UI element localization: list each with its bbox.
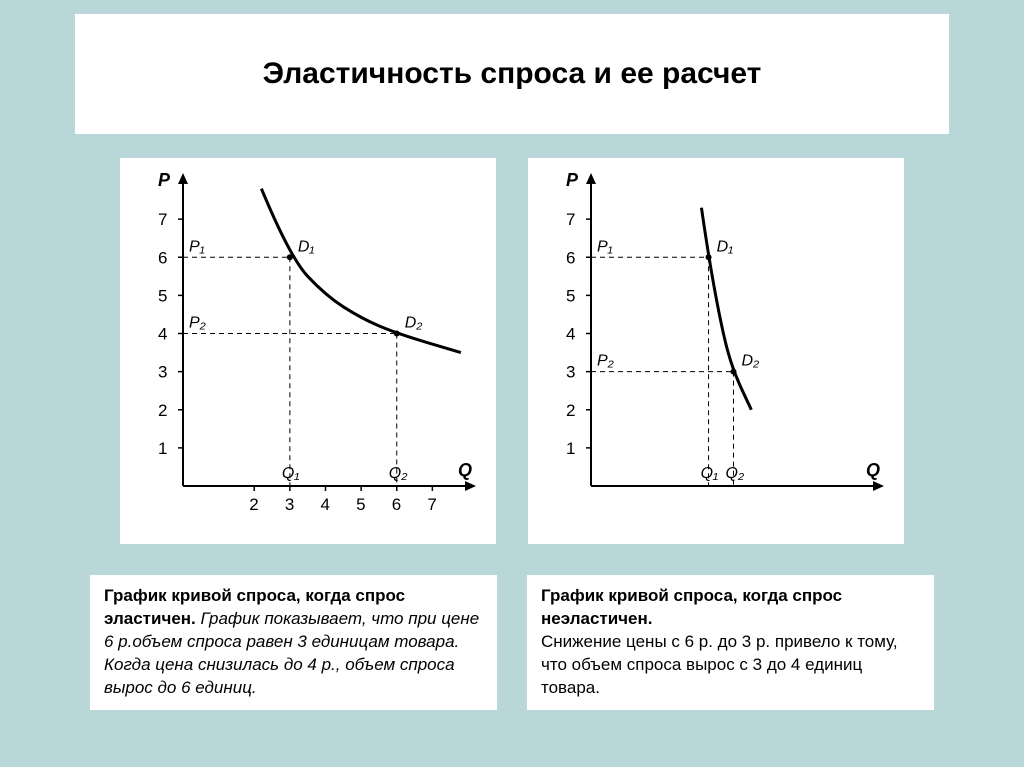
svg-text:4: 4: [566, 325, 575, 344]
svg-text:Q₁: Q₁: [701, 465, 719, 482]
svg-text:4: 4: [158, 325, 167, 344]
svg-text:2: 2: [566, 401, 575, 420]
svg-text:P₁: P₁: [189, 238, 205, 255]
caption-elastic: График кривой спроса, когда спрос эласти…: [90, 575, 497, 710]
title-panel: Эластичность спроса и ее расчет: [75, 14, 949, 134]
svg-text:Q: Q: [458, 460, 472, 480]
chart-inelastic: P Q 1 2 3 4 5 6 7 P₁ P₂ D₁ D₂ Q₁ Q₂: [528, 158, 904, 544]
svg-text:7: 7: [566, 210, 575, 229]
svg-text:1: 1: [158, 439, 167, 458]
svg-text:P₁: P₁: [597, 238, 613, 255]
charts-row: PQ1234567234567P₁P₂D₁D₂Q₁Q₂ PQ1234567P₁P…: [120, 158, 904, 544]
svg-text:3: 3: [566, 363, 575, 382]
svg-text:D₂: D₂: [742, 353, 760, 370]
svg-text:5: 5: [158, 286, 167, 305]
svg-text:5: 5: [566, 286, 575, 305]
caption-inelastic: График кривой спроса, когда спрос неэлас…: [527, 575, 934, 710]
captions-row: График кривой спроса, когда спрос эласти…: [90, 575, 934, 710]
caption-inelastic-text: Снижение цены с 6 р. до 3 р. привело к т…: [541, 632, 898, 697]
svg-text:6: 6: [392, 495, 401, 514]
svg-text:1: 1: [566, 439, 575, 458]
svg-text:3: 3: [285, 495, 294, 514]
svg-text:2: 2: [158, 401, 167, 420]
svg-text:7: 7: [158, 210, 167, 229]
caption-inelastic-bold: График кривой спроса, когда спрос неэлас…: [541, 586, 842, 628]
svg-text:P: P: [566, 170, 579, 190]
svg-text:Q₁: Q₁: [282, 465, 300, 482]
svg-text:D₂: D₂: [405, 315, 423, 332]
svg-text:P: P: [158, 170, 171, 190]
svg-text:D₁: D₁: [298, 238, 315, 255]
svg-text:Q: Q: [866, 460, 880, 480]
svg-text:7: 7: [427, 495, 436, 514]
svg-text:3: 3: [158, 363, 167, 382]
svg-text:4: 4: [321, 495, 330, 514]
svg-text:Q₂: Q₂: [389, 465, 408, 482]
svg-text:6: 6: [158, 248, 167, 267]
svg-text:P₂: P₂: [189, 315, 206, 332]
page-title: Эластичность спроса и ее расчет: [263, 57, 762, 91]
svg-text:5: 5: [356, 495, 365, 514]
svg-text:D₁: D₁: [717, 238, 734, 255]
chart-elastic: P Q 1 2 3 4 5 6 7 2 3 4 5 6 7 P₁ P₂ D₁ D₂ Q₁ Q₂: [120, 158, 496, 544]
svg-text:Q₂: Q₂: [726, 465, 745, 482]
svg-text:P₂: P₂: [597, 353, 614, 370]
svg-text:6: 6: [566, 248, 575, 267]
svg-text:2: 2: [249, 495, 258, 514]
